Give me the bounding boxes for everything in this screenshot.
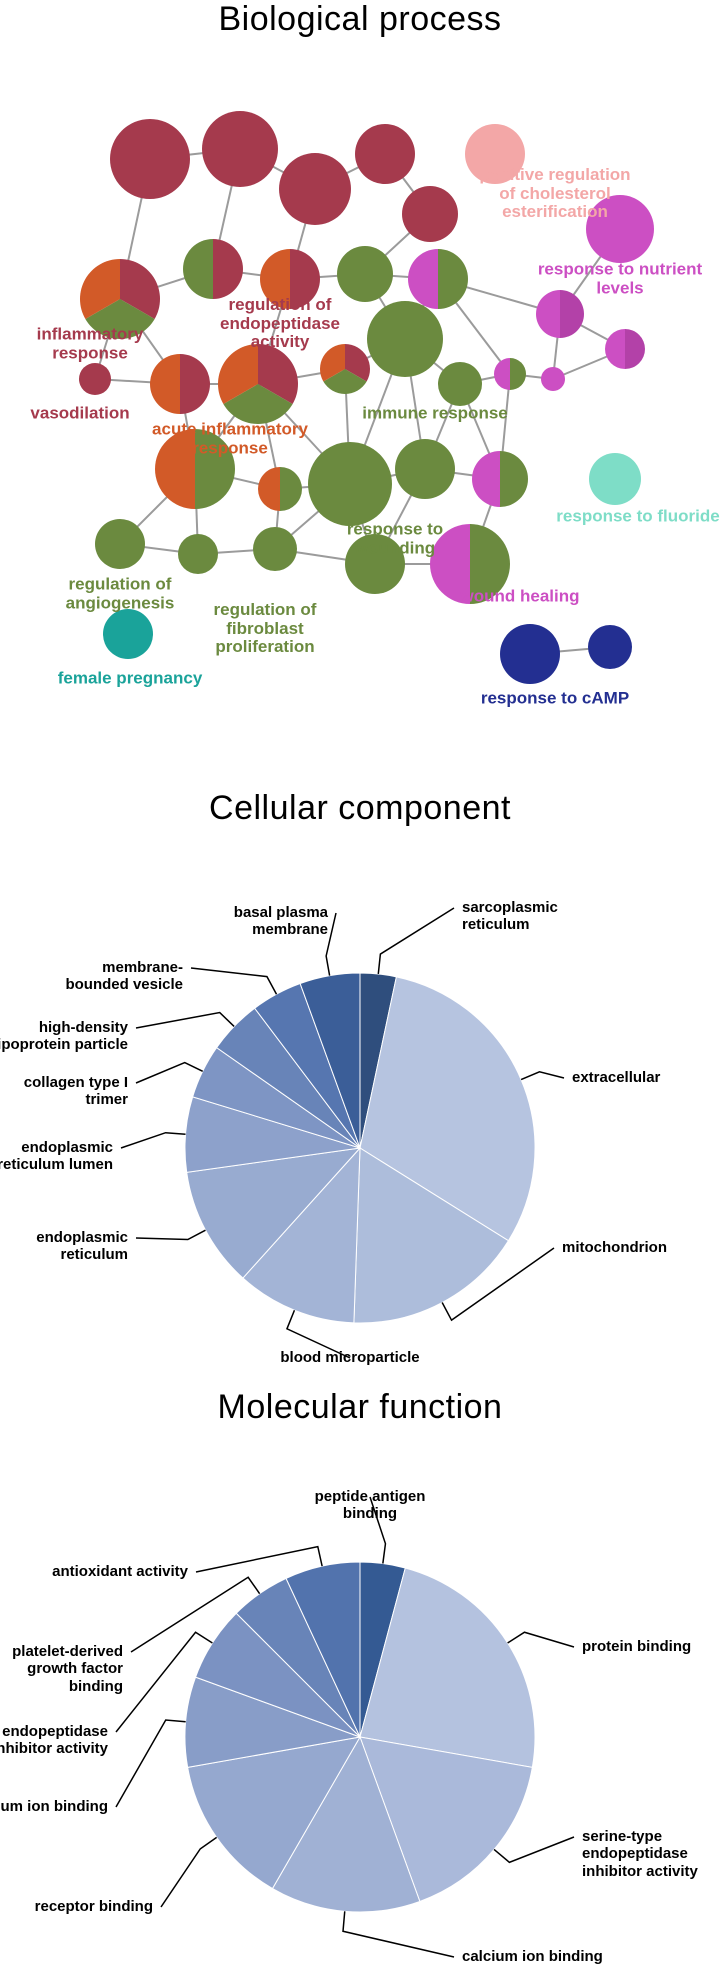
pie-leader-line (136, 1230, 205, 1239)
network-label: vasodilation (30, 405, 129, 424)
pie-leader-line (136, 1063, 203, 1083)
section-title-biological: Biological process (0, 0, 720, 39)
network-label: response to cAMP (481, 690, 629, 709)
pie-leader-line (370, 1497, 385, 1563)
network-label: wound healing (461, 588, 580, 607)
pie-leader-line (326, 913, 336, 976)
network-label: positive regulation of cholesterol ester… (479, 166, 630, 222)
network-label: regulation of fibroblast proliferation (214, 601, 317, 657)
pie-leader-line (191, 968, 276, 994)
section-title-molecular: Molecular function (0, 1388, 720, 1427)
pie-leader-line (378, 908, 454, 974)
pie-leader-line (161, 1837, 217, 1907)
pie-leader-line (116, 1720, 186, 1807)
pie-leader-line (508, 1632, 574, 1647)
network-label: regulation of angiogenesis (66, 575, 175, 612)
network-label: inflammatory response (37, 325, 144, 362)
network-label: regulation of endopeptidase activity (220, 296, 340, 352)
network-label: response to nutrient levels (538, 260, 702, 297)
pie-leader-line (494, 1837, 574, 1862)
network-label: female pregnancy (58, 670, 203, 689)
pie-chart-svg (0, 1427, 720, 1987)
pie-leader-line (121, 1133, 186, 1148)
pie-cellular: sarcoplasmic reticulumextracellularmitoc… (0, 828, 720, 1388)
network-label: acute inflammatory response (152, 420, 308, 457)
pie-leader-line (136, 1013, 234, 1028)
network-label: response to wounding (347, 520, 443, 557)
network-diagram: positive regulation of cholesterol ester… (0, 39, 720, 779)
network-label: response to fluoride (556, 508, 719, 527)
pie-leader-line (196, 1547, 322, 1572)
pie-molecular: peptide antigen bindingprotein bindingse… (0, 1427, 720, 1987)
pie-chart-svg (0, 828, 720, 1388)
network-label: immune response (362, 405, 508, 424)
pie-leader-line (343, 1911, 454, 1957)
pie-leader-line (521, 1072, 564, 1080)
